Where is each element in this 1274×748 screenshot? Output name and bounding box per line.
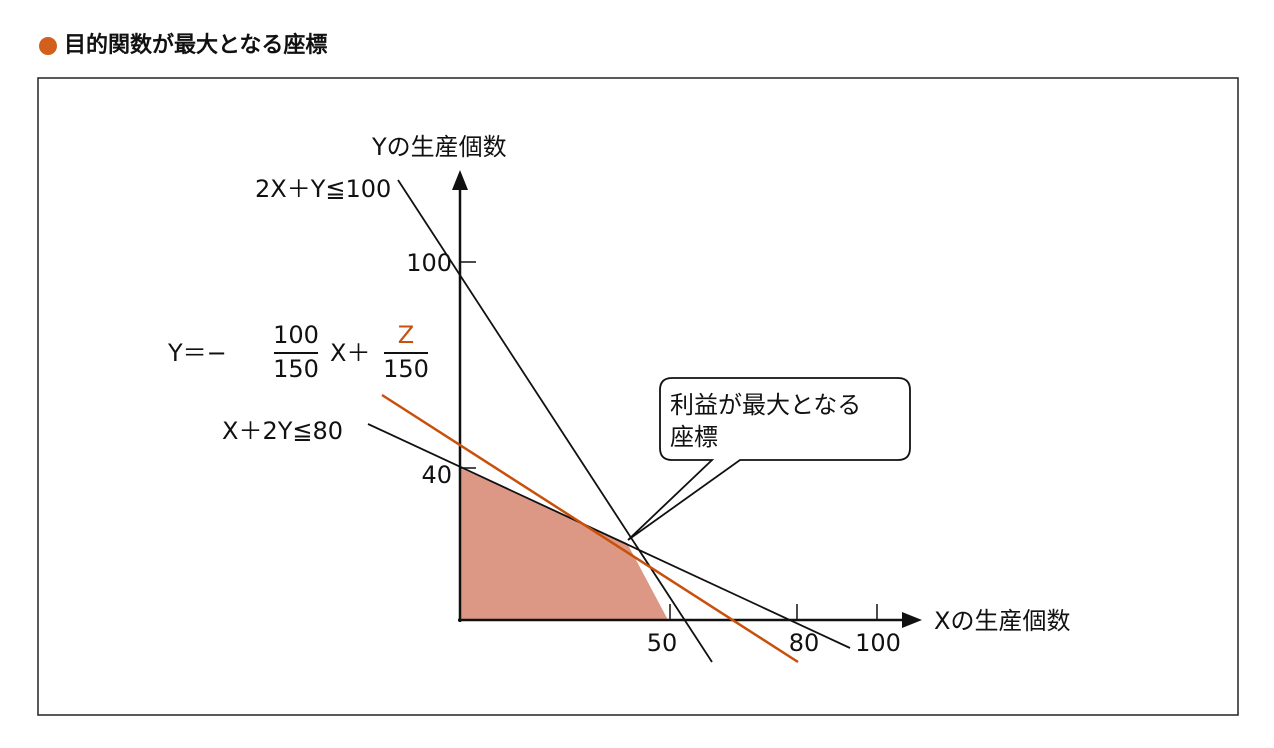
equation-prefix: Y＝− bbox=[167, 339, 227, 367]
title-bullet bbox=[39, 37, 57, 55]
objective-line bbox=[381, 393, 799, 664]
callout-text: 利益が最大となる bbox=[670, 391, 861, 419]
x-axis-label: Xの生産個数 bbox=[934, 607, 1070, 635]
constraint-line bbox=[367, 423, 851, 649]
x-tick-label: 80 bbox=[789, 629, 820, 657]
y-tick-label: 40 bbox=[421, 461, 452, 489]
y-tick-label: 100 bbox=[406, 249, 452, 277]
equation-middle: X＋ bbox=[330, 339, 370, 367]
equation-denominator: 150 bbox=[273, 355, 319, 383]
frame bbox=[37, 77, 1239, 716]
equation-denominator: 150 bbox=[383, 355, 429, 383]
feasible-region bbox=[460, 468, 668, 620]
x-tick-label: 100 bbox=[855, 629, 901, 657]
callout bbox=[627, 377, 911, 541]
x-tick-label: 50 bbox=[647, 629, 678, 657]
constraint-label: X＋2Y≦80 bbox=[222, 417, 343, 445]
x-axis-arrow bbox=[902, 612, 922, 628]
equation-z: Z bbox=[398, 321, 414, 349]
constraint-line bbox=[397, 179, 713, 663]
callout-text: 座標 bbox=[670, 423, 718, 451]
y-axis-label: Yの生産個数 bbox=[371, 133, 507, 161]
y-axis-arrow bbox=[452, 170, 468, 190]
title: 目的関数が最大となる座標 bbox=[64, 32, 327, 58]
constraint-label: 2X＋Y≦100 bbox=[255, 175, 391, 203]
equation-numerator: 100 bbox=[273, 321, 319, 349]
